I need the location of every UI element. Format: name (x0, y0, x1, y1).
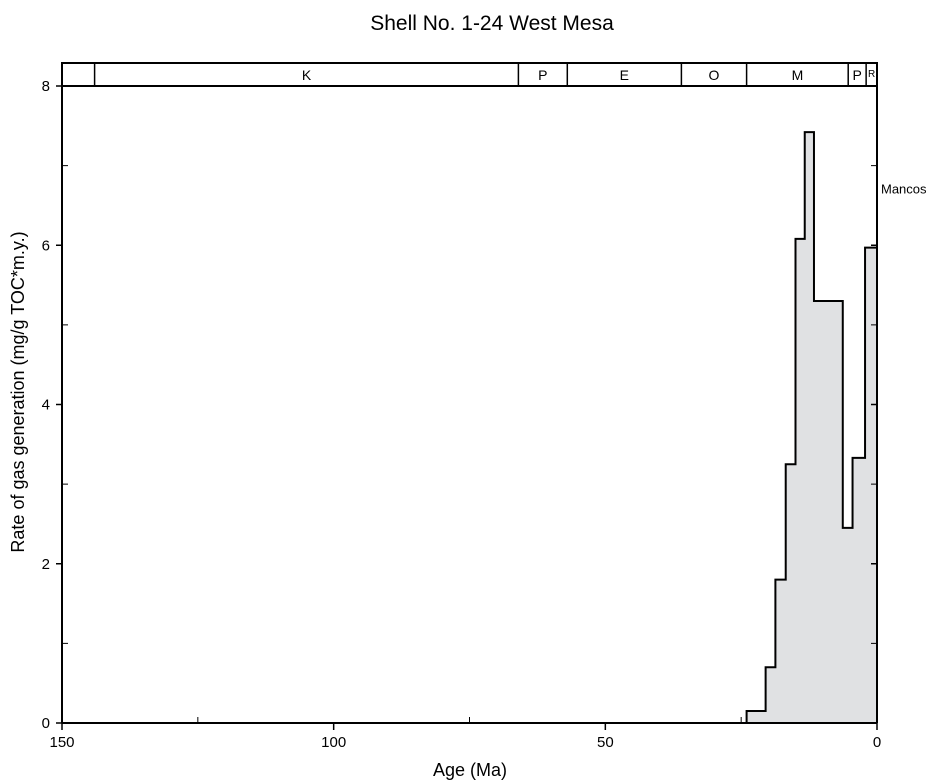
period-label: R (868, 69, 875, 80)
series-annotation: Mancos (881, 181, 927, 196)
y-tick-label: 4 (42, 397, 50, 414)
y-tick-label: 2 (42, 556, 50, 573)
labels-layer: Mancos (881, 181, 927, 196)
series-fill-0 (746, 132, 877, 723)
period-label: P (538, 67, 547, 83)
fill-layer (746, 132, 877, 723)
y-axis-label: Rate of gas generation (mg/g TOC*m.y.) (8, 231, 28, 552)
x-tick-label: 0 (873, 734, 881, 751)
period-label: M (792, 67, 804, 83)
series-line-0 (745, 131, 877, 723)
chart-title: Shell No. 1-24 West Mesa (370, 12, 614, 35)
x-tick-label: 50 (597, 734, 614, 751)
period-bar-frame (61, 62, 878, 87)
period-label: K (302, 67, 312, 83)
ticks-layer: 0 2 4 6 8 150 100 50 0 (42, 78, 882, 751)
x-axis-label: Age (Ma) (433, 760, 507, 780)
period-label: P (853, 67, 862, 83)
period-label: E (620, 67, 629, 83)
y-tick-label: 6 (42, 237, 50, 254)
line-layer (745, 131, 877, 723)
y-tick-label: 8 (42, 78, 50, 95)
x-tick-label: 150 (49, 734, 74, 751)
axes-layer (61, 86, 878, 724)
y-tick-label: 0 (42, 715, 50, 732)
x-tick-label: 100 (321, 734, 346, 751)
period-label: O (709, 67, 720, 83)
